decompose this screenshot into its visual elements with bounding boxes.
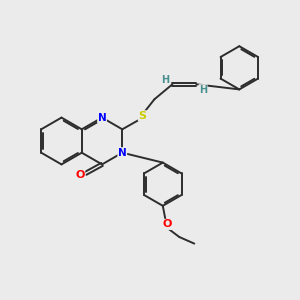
Text: N: N xyxy=(118,148,127,158)
Text: N: N xyxy=(98,112,106,123)
Text: H: H xyxy=(161,75,169,85)
Text: O: O xyxy=(163,219,172,230)
Text: O: O xyxy=(75,170,85,180)
Text: H: H xyxy=(199,85,207,95)
Text: S: S xyxy=(138,111,146,121)
